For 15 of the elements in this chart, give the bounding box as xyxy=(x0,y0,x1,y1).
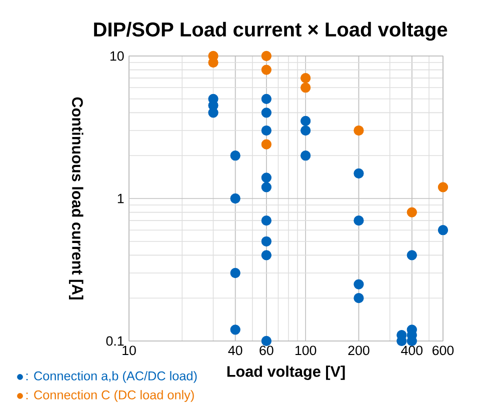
x-tick-label: 400 xyxy=(401,346,423,356)
x-tick-label: 600 xyxy=(432,346,454,356)
x-tick-label: 100 xyxy=(295,346,316,356)
chart-title: DIP/SOP Load current × Load voltage xyxy=(94,22,448,41)
legend-label: : Connection C (DC load only) xyxy=(26,390,194,402)
x-axis-title: Load voltage [V] xyxy=(227,366,345,380)
x-tick-label: 200 xyxy=(348,346,370,356)
x-tick-label: 10 xyxy=(122,346,136,356)
x-tick-label: 60 xyxy=(260,346,274,356)
y-tick-label: 10 xyxy=(110,51,124,61)
x-tick-label: 40 xyxy=(228,346,242,356)
legend-label: : Connection a,b (AC/DC load) xyxy=(26,371,197,383)
y-axis-title: Continuous load current [A] xyxy=(68,97,84,300)
y-tick-label: 0.1 xyxy=(106,336,124,346)
y-tick-label: 1 xyxy=(118,194,124,204)
